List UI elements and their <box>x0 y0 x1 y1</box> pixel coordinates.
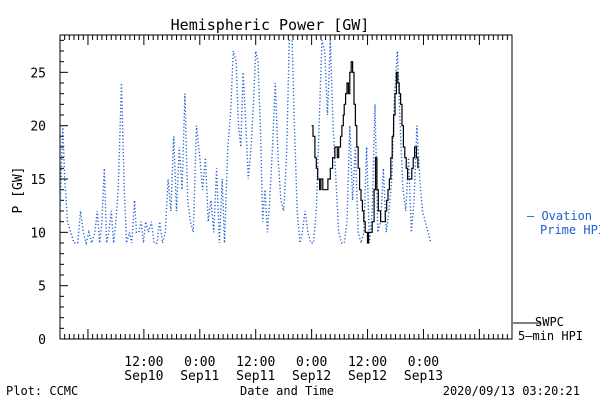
y-axis: 0 5 10 15 20 25 <box>30 39 68 348</box>
y-tick-label: 25 <box>30 66 46 81</box>
x-tick-date-label: Sep11 <box>236 369 275 384</box>
x-tick-date-label: Sep11 <box>180 369 219 384</box>
x-tick-date-label: Sep12 <box>292 369 331 384</box>
y-tick-label: 0 <box>38 333 46 348</box>
timestamp: 2020/09/13 03:20:21 <box>443 384 580 398</box>
series-ovation-prime-line <box>59 39 432 246</box>
x-tick-time-label: 12:00 <box>236 355 275 370</box>
x-tick-date-label: Sep10 <box>124 369 163 384</box>
y-tick-label: 10 <box>30 226 46 241</box>
x-tick-time-label: 0:00 <box>296 355 327 370</box>
plot-frame <box>59 34 513 340</box>
plot-area <box>59 39 432 246</box>
x-tick-time-label: 12:00 <box>124 355 163 370</box>
x-tick-time-label: 12:00 <box>348 355 387 370</box>
x-tick-date-label: Sep13 <box>404 369 443 384</box>
x-axis-label: Date and Time <box>240 384 334 398</box>
legend-swpc-line1: SWPC <box>535 315 564 329</box>
x-tick-time-label: 0:00 <box>184 355 215 370</box>
x-tick-date-label: Sep12 <box>348 369 387 384</box>
x-axis: 12:00Sep100:00Sep1112:00Sep110:00Sep1212… <box>59 35 513 384</box>
legend-ovation-line2: Prime HPI <box>540 223 600 237</box>
y-tick-label: 20 <box>30 120 46 135</box>
chart-title: Hemispheric Power [GW] <box>171 16 370 34</box>
y-tick-label: 15 <box>30 173 46 188</box>
y-tick-label: 5 <box>38 280 46 295</box>
legend-ovation-line1: – Ovation <box>527 209 592 223</box>
y-axis-label: P [GW] <box>11 167 26 214</box>
legend-swpc-line2: 5–min HPI <box>518 329 583 343</box>
series-swpc-line <box>311 61 419 244</box>
plot-credit: Plot: CCMC <box>6 384 78 398</box>
x-tick-time-label: 0:00 <box>408 355 439 370</box>
